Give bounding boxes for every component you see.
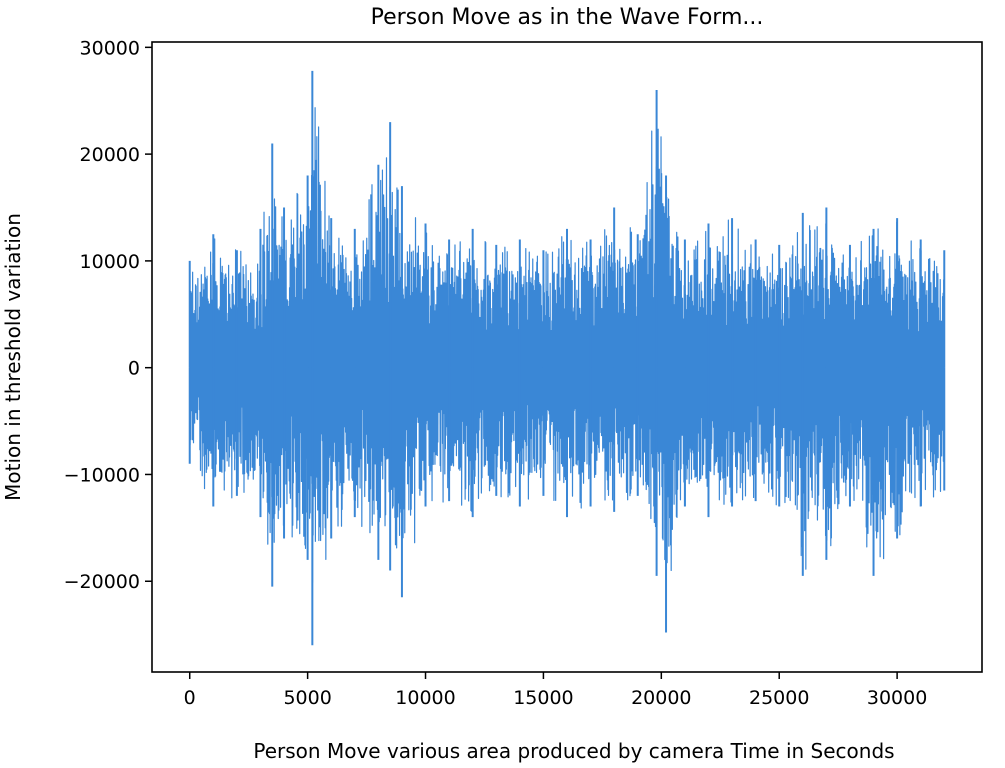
x-tick-label: 30000 xyxy=(867,687,927,709)
x-axis-label: Person Move various area produced by cam… xyxy=(253,739,894,763)
x-tick-label: 15000 xyxy=(513,687,573,709)
y-tick-label: −20000 xyxy=(64,571,140,593)
plot-area xyxy=(188,70,946,646)
plot-frame xyxy=(151,41,983,673)
x-axis: 0 5000 10000 15000 20000 25000 30000 xyxy=(184,672,927,709)
y-tick-label: −10000 xyxy=(64,464,140,486)
x-tick-label: 5000 xyxy=(283,687,331,709)
y-tick-label: 10000 xyxy=(80,251,140,273)
x-tick-label: 25000 xyxy=(749,687,809,709)
x-tick-label: 10000 xyxy=(395,687,455,709)
x-tick-label: 20000 xyxy=(631,687,691,709)
y-tick-label: 30000 xyxy=(80,37,140,59)
chart-title: Person Move as in the Wave Form... xyxy=(371,5,764,30)
y-axis: 30000 20000 10000 0 −10000 −20000 xyxy=(64,37,152,593)
y-axis-label: Motion in threshold variation xyxy=(1,213,25,501)
y-tick-label: 20000 xyxy=(80,144,140,166)
x-tick-label: 0 xyxy=(184,687,196,709)
y-tick-label: 0 xyxy=(128,358,140,380)
